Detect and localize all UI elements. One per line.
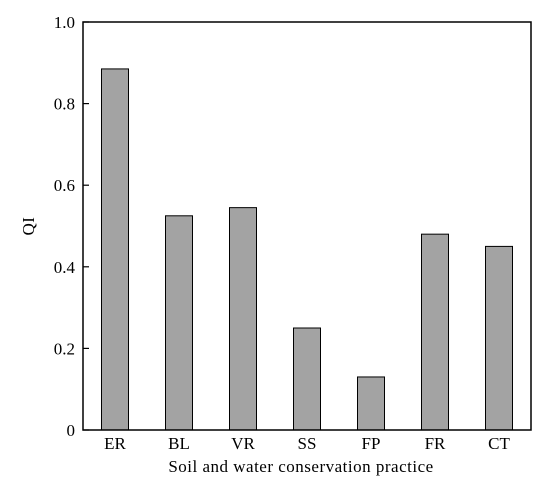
x-axis-label: Soil and water conservation practice xyxy=(168,457,433,476)
y-tick-label: 1.0 xyxy=(54,13,75,32)
x-axis: ER BL VR SS FP FR CT xyxy=(104,434,510,453)
y-axis-label: QI xyxy=(19,217,38,236)
x-tick-label-ct: CT xyxy=(488,434,510,453)
x-tick-label-bl: BL xyxy=(168,434,190,453)
bars-layer xyxy=(101,68,513,431)
y-tick-label: 0.6 xyxy=(54,176,75,195)
y-tick-label: 0 xyxy=(67,421,76,440)
bar-bl xyxy=(165,215,193,431)
y-tick-label: 0.8 xyxy=(54,95,75,114)
bar-ct xyxy=(485,245,513,431)
y-tick-label: 0.4 xyxy=(54,258,76,277)
bar-fr xyxy=(421,233,449,431)
x-tick-label-vr: VR xyxy=(231,434,255,453)
x-tick-label-fp: FP xyxy=(362,434,381,453)
bar-er xyxy=(101,68,129,431)
bar-ss xyxy=(293,327,321,431)
bar-fp xyxy=(357,376,385,431)
y-tick-label: 0.2 xyxy=(54,339,75,358)
x-tick-label-er: ER xyxy=(104,434,126,453)
bar-vr xyxy=(229,207,257,431)
x-tick-label-ss: SS xyxy=(298,434,317,453)
y-axis: 0 0.2 0.4 0.6 0.8 1.0 xyxy=(54,13,89,440)
plot-frame xyxy=(82,21,532,431)
x-tick-label-fr: FR xyxy=(425,434,446,453)
